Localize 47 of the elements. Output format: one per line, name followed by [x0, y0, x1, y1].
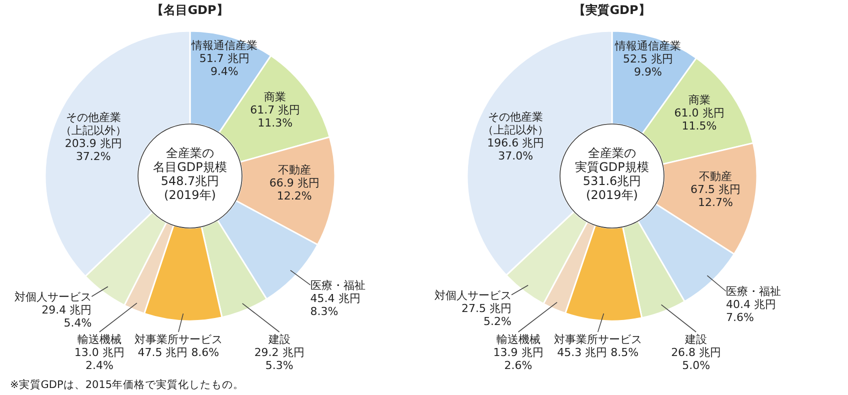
slice-label: 情報通信産業	[190, 39, 258, 52]
text: 531.6兆円	[582, 174, 642, 188]
data-label: 67.5 兆円 12.7%	[690, 182, 740, 209]
text: 全産業の	[588, 146, 636, 160]
data-label: 29.2 兆円 5.3%	[254, 346, 304, 372]
data-label: 45.4 兆円 8.3%	[310, 292, 360, 318]
slice-label: 商業	[264, 90, 286, 104]
data-label: 196.6 兆円 37.0%	[487, 136, 544, 162]
chart-title: 【実質GDP】	[574, 3, 650, 17]
text: ※実質GDPは、2015年価格で実質化したもの。	[10, 378, 244, 391]
slice-label: 医療・福祉	[310, 278, 366, 292]
slice-label: その他産業（上記以外）	[60, 110, 126, 137]
text: 実質GDP規模	[575, 160, 649, 174]
slice-label: 不動産	[698, 170, 732, 183]
slice-label: 対個人サービス	[14, 290, 92, 304]
data-label: 27.5 兆円 5.2%	[462, 302, 512, 328]
slice-label: 対事業所サービス	[554, 333, 642, 346]
slice-label: 医療・福祉	[726, 285, 782, 298]
slice-label: その他産業（上記以外）	[482, 110, 549, 136]
data-label: 13.0 兆円 2.4%	[74, 346, 124, 372]
data-label: 47.5 兆円 8.6%	[138, 346, 220, 359]
data-label: 51.7 兆円 9.4%	[199, 52, 250, 78]
slice-label: 商業	[688, 94, 710, 107]
slice-label: 建設	[684, 333, 708, 346]
chart-title: 【名目GDP】	[152, 3, 228, 17]
slice-label: 情報通信産業	[614, 40, 682, 53]
text: 全産業の	[166, 146, 214, 160]
data-label: 45.3 兆円 8.5%	[557, 346, 639, 359]
slice-label: 輸送機械	[496, 333, 540, 346]
data-label: 61.0 兆円 11.5%	[674, 106, 724, 133]
text: 名目GDP規模	[153, 160, 227, 174]
data-label: 40.4 兆円 7.6%	[726, 298, 776, 324]
text: 548.7兆円	[160, 174, 220, 188]
slice-label: 建設	[267, 333, 290, 346]
data-label: 203.9 兆円 37.2%	[64, 136, 122, 163]
slice-label: 不動産	[278, 164, 311, 177]
data-label: 13.9 兆円 2.6%	[493, 346, 544, 372]
slice-label: 対個人サービス	[434, 288, 512, 302]
data-label: 29.4 兆円 5.4%	[42, 304, 92, 330]
slice-label: 対事業所サービス	[134, 333, 222, 346]
slice-label: 輸送機械	[77, 333, 122, 346]
data-label: 26.8 兆円 5.0%	[671, 346, 722, 372]
text: (2019年)	[586, 188, 638, 202]
data-label: 61.7 兆円 11.3%	[250, 104, 300, 130]
text: (2019年)	[164, 188, 216, 202]
data-label: 66.9 兆円 12.2%	[269, 176, 320, 203]
data-label: 52.5 兆円 9.9%	[623, 52, 674, 79]
